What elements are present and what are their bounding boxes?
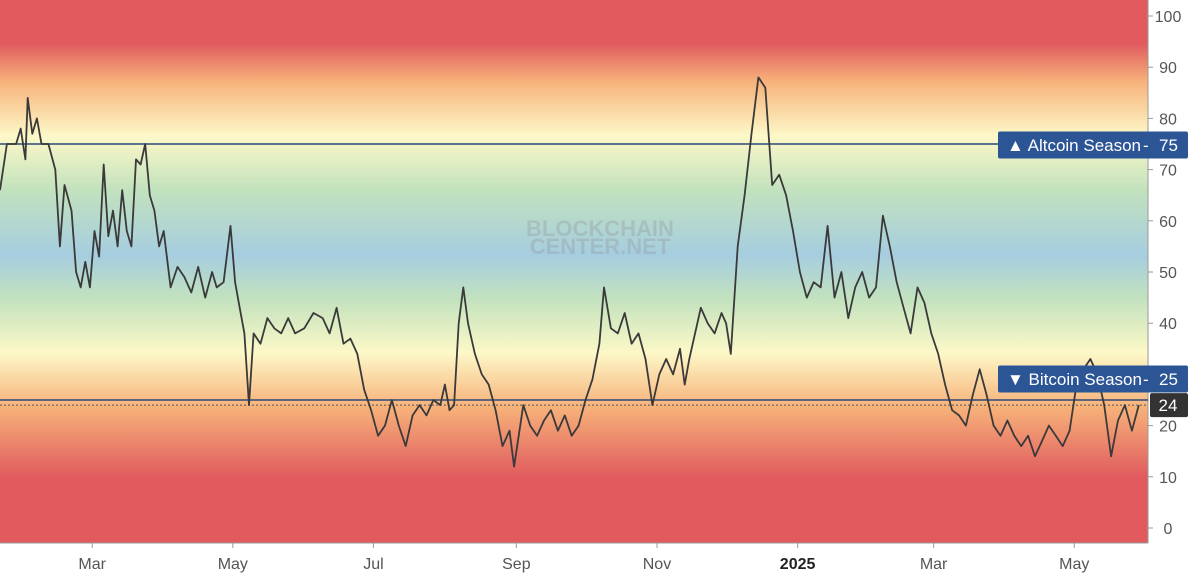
bitcoin-season-label-value: 25 xyxy=(1159,370,1178,389)
y-tick-label: 60 xyxy=(1159,214,1177,231)
x-axis-ticks: Mar May Jul Sep Nov 2025 Mar May xyxy=(78,543,1089,573)
y-tick-label: 70 xyxy=(1159,163,1177,180)
y-tick-label: 80 xyxy=(1159,111,1177,128)
watermark-line-2: CENTER.NET xyxy=(530,234,671,259)
x-tick-label: Nov xyxy=(643,556,671,573)
current-value-label-bg xyxy=(1150,393,1188,418)
current-value-label-text: 24 xyxy=(1159,396,1178,415)
bitcoin-season-label-separator: - xyxy=(1143,370,1149,389)
y-tick-label: 40 xyxy=(1159,316,1177,333)
y-tick-label: 10 xyxy=(1159,470,1177,487)
y-tick-label: 0 xyxy=(1164,521,1173,538)
altcoin-season-label-value: 75 xyxy=(1159,136,1178,155)
altcoin-season-label: ▲ Altcoin Season - 75 xyxy=(998,131,1188,159)
y-tick-label: 50 xyxy=(1159,265,1177,282)
y-tick-label: 100 xyxy=(1155,9,1182,26)
x-tick-label: Jul xyxy=(363,556,383,573)
altcoin-index-series-line xyxy=(0,76,1140,468)
current-value-label: 24 xyxy=(1150,393,1188,418)
x-axis-area xyxy=(0,543,1200,578)
x-tick-label: 2025 xyxy=(780,556,816,573)
y-tick-label: 90 xyxy=(1159,60,1177,77)
altcoin-season-label-text: ▲ Altcoin Season xyxy=(1007,136,1141,155)
y-axis-area xyxy=(1148,0,1200,543)
x-tick-label: Mar xyxy=(920,556,948,573)
altcoin-season-label-separator: - xyxy=(1143,136,1149,155)
watermark-line-1: BLOCKCHAIN xyxy=(526,216,674,241)
x-tick-label: Sep xyxy=(502,556,531,573)
bitcoin-season-label-text: ▼ Bitcoin Season xyxy=(1007,370,1142,389)
bitcoin-season-label: ▼ Bitcoin Season - 25 xyxy=(998,365,1188,393)
plot-background xyxy=(0,0,1148,543)
bitcoin-season-label-bg xyxy=(998,365,1188,393)
x-tick-label: Mar xyxy=(78,556,106,573)
y-tick-label: 20 xyxy=(1159,419,1177,436)
altcoin-season-label-bg xyxy=(998,131,1188,159)
x-tick-label: May xyxy=(1059,556,1089,573)
watermark: BLOCKCHAIN CENTER.NET xyxy=(526,216,674,259)
x-tick-label: May xyxy=(218,556,248,573)
